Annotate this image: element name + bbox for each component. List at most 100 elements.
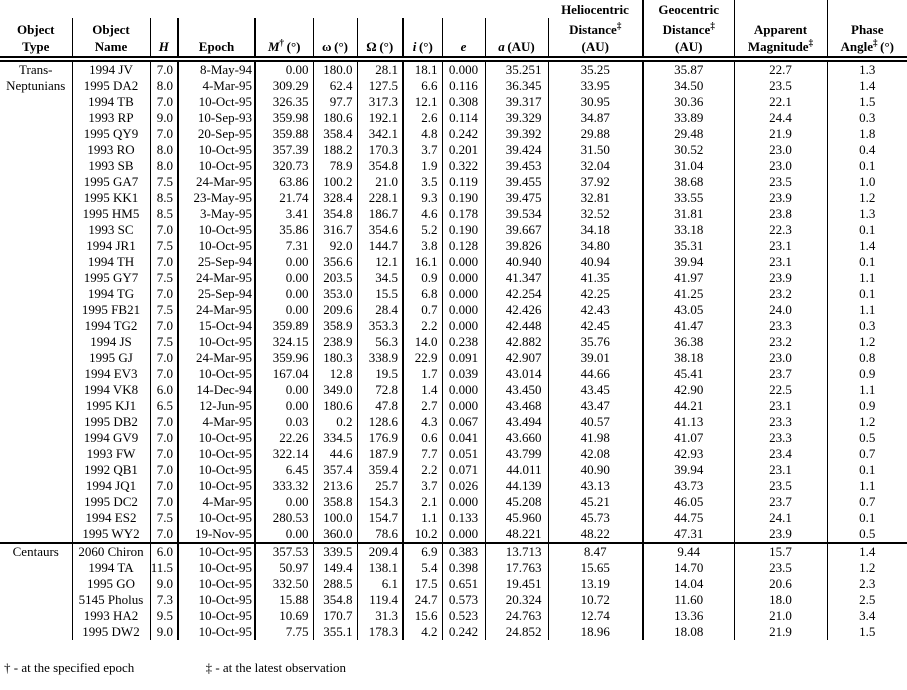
apparent-magnitude-cell: 23.2 [734, 334, 828, 350]
abs-magnitude-cell: 9.5 [150, 608, 179, 624]
object-name-cell: 1995 HM5 [72, 206, 151, 222]
eccentricity-cell: 0.178 [442, 206, 486, 222]
asc-node-cell: 47.8 [357, 398, 404, 414]
arg-perihelion-cell: 44.6 [313, 446, 358, 462]
double-dagger-symbol: ‡ [710, 20, 715, 31]
inclination-cell: 18.1 [403, 59, 443, 78]
asc-node-cell: 154.7 [357, 510, 404, 526]
inclination-cell: 7.7 [403, 446, 443, 462]
arg-perihelion-cell: 357.4 [313, 462, 358, 478]
eccentricity-cell: 0.201 [442, 142, 486, 158]
apparent-magnitude-cell: 23.1 [734, 398, 828, 414]
epoch-cell: 24-Mar-95 [178, 270, 256, 286]
mean-anomaly-cell: 359.96 [255, 350, 314, 366]
table-row: 1994 EV3 7.0 10-Oct-95 167.04 12.8 19.5 1.7 0.0… [0, 366, 907, 382]
apparent-magnitude-cell: 23.7 [734, 494, 828, 510]
object-type-cell [0, 624, 73, 640]
asc-node-cell: 154.3 [357, 494, 404, 510]
arg-perihelion-cell: 360.0 [313, 526, 358, 543]
heliocentric-distance-cell: 41.98 [548, 430, 644, 446]
asc-node-cell: 56.3 [357, 334, 404, 350]
geocentric-distance-cell: 29.48 [643, 126, 735, 142]
phase-angle-cell: 1.0 [859, 174, 876, 189]
semimajor-axis-cell: 36.345 [485, 78, 549, 94]
semimajor-axis-cell: 39.424 [485, 142, 549, 158]
object-type-cell [0, 478, 73, 494]
object-type-cell [0, 430, 73, 446]
asc-node-cell: 228.1 [357, 190, 404, 206]
object-type-cell [0, 142, 73, 158]
apparent-magnitude-cell: 20.6 [734, 576, 828, 592]
object-name-cell: 1994 TG2 [72, 318, 151, 334]
apparent-magnitude-cell: 24.4 [734, 110, 828, 126]
heliocentric-distance-cell: 37.92 [548, 174, 644, 190]
eccentricity-cell: 0.119 [442, 174, 486, 190]
object-name-cell: 2060 Chiron [72, 542, 151, 560]
geocentric-distance-cell: 14.04 [643, 576, 735, 592]
epoch-cell: 23-May-95 [178, 190, 256, 206]
apparent-magnitude-cell: 23.1 [734, 462, 828, 478]
object-name-cell: 1993 SB [72, 158, 151, 174]
mean-anomaly-cell: 359.98 [255, 110, 314, 126]
orbital-elements-table: Heliocentric Geocentric Object Type Obje… [0, 0, 907, 640]
geocentric-distance-cell: 42.93 [643, 446, 735, 462]
heliocentric-distance-cell: 48.22 [548, 526, 644, 543]
eccentricity-cell: 0.041 [442, 430, 486, 446]
heliocentric-distance-cell: 31.50 [548, 142, 644, 158]
table-row: 1995 GO 9.0 10-Oct-95 332.50 288.5 6.1 17.5 0.6… [0, 576, 907, 592]
geocentric-distance-cell: 41.07 [643, 430, 735, 446]
heliocentric-distance-cell: 40.90 [548, 462, 644, 478]
object-type-cell [0, 126, 73, 142]
table-row: 1995 DB2 7.0 4-Mar-95 0.03 0.2 128.6 4.3 0.067 4… [0, 414, 907, 430]
geocentric-distance-cell: 41.13 [643, 414, 735, 430]
object-name-cell: 1995 FB21 [72, 302, 151, 318]
heliocentric-distance-cell: 43.13 [548, 478, 644, 494]
object-name-cell: 1994 TH [72, 254, 151, 270]
phase-angle-cell: 0.3 [859, 110, 876, 125]
inclination-cell: 5.4 [403, 560, 443, 576]
table-row: 1993 SB 8.0 10-Oct-95 320.73 78.9 354.8 1.9 0.3… [0, 158, 907, 174]
geocentric-distance-cell: 33.89 [643, 110, 735, 126]
header-heliocentric-distance: Distance‡ (AU) [548, 18, 644, 62]
table-row: 1994 VK8 6.0 14-Dec-94 0.00 349.0 72.8 1.4 0.00… [0, 382, 907, 398]
arg-perihelion-cell: 170.7 [313, 608, 358, 624]
heliocentric-distance-cell: 44.66 [548, 366, 644, 382]
heliocentric-word: Heliocentric [561, 2, 629, 17]
asc-node-cell: 354.8 [357, 158, 404, 174]
inclination-cell: 2.6 [403, 110, 443, 126]
eccentricity-cell: 0.190 [442, 190, 486, 206]
heliocentric-distance-cell: 34.80 [548, 238, 644, 254]
abs-magnitude-cell: 11.5 [150, 560, 179, 576]
abs-magnitude-cell: 8.0 [150, 142, 179, 158]
abs-magnitude-cell: 7.0 [150, 462, 179, 478]
abs-magnitude-cell: 7.5 [150, 302, 179, 318]
object-name-cell: 1994 TG [72, 286, 151, 302]
geocentric-distance-cell: 35.87 [643, 59, 735, 78]
asc-node-cell: 127.5 [357, 78, 404, 94]
phase-angle-cell: 1.4 [827, 542, 907, 560]
phase-angle-cell: 1.2 [859, 414, 876, 429]
geocentric-distance-cell: 39.94 [643, 254, 735, 270]
footnote-epoch: † - at the specified epoch [4, 660, 135, 675]
phase-angle-cell: 1.1 [859, 478, 876, 493]
apparent-magnitude-cell: 15.7 [734, 542, 828, 560]
heliocentric-distance-cell: 42.43 [548, 302, 644, 318]
epoch-cell: 10-Oct-95 [178, 334, 256, 350]
asc-node-cell: 6.1 [357, 576, 404, 592]
geocentric-distance-cell: 36.38 [643, 334, 735, 350]
arg-perihelion-cell: 288.5 [313, 576, 358, 592]
epoch-cell: 10-Oct-95 [178, 478, 256, 494]
geocentric-distance-cell: 41.25 [643, 286, 735, 302]
mean-anomaly-cell: 3.41 [255, 206, 314, 222]
phase-angle-cell: 1.4 [859, 78, 876, 93]
object-name-cell: 1994 JQ1 [72, 478, 151, 494]
heliocentric-distance-cell: 42.25 [548, 286, 644, 302]
semimajor-axis-cell: 39.392 [485, 126, 549, 142]
abs-magnitude-cell: 6.0 [150, 542, 179, 560]
object-name-cell: 1995 GA7 [72, 174, 151, 190]
apparent-magnitude-cell: 23.2 [734, 286, 828, 302]
object-type-cell [0, 190, 73, 206]
phase-angle-cell: 0.1 [859, 286, 876, 301]
apparent-magnitude-cell: 23.9 [734, 270, 828, 286]
arg-perihelion-cell: 358.4 [313, 126, 358, 142]
